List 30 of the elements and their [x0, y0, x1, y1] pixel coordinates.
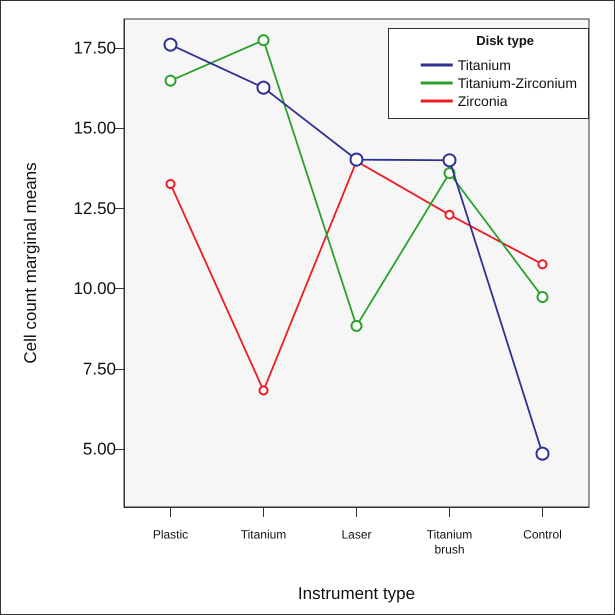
legend-title: Disk type	[476, 33, 534, 48]
y-tick-label: 7.50	[82, 359, 116, 378]
point	[442, 153, 456, 168]
x-tick-label: Titanium	[240, 528, 286, 542]
point	[258, 385, 268, 396]
legend-label: Zirconia	[458, 93, 508, 109]
y-tick-label: 15.00	[73, 118, 116, 138]
legend-label: Titanium-Zirconium	[458, 75, 577, 91]
point	[350, 320, 362, 332]
point	[256, 80, 270, 95]
point	[164, 38, 178, 52]
y-tick-label: 17.50	[73, 38, 116, 58]
point	[444, 210, 454, 220]
point	[164, 74, 176, 87]
point	[258, 34, 270, 46]
x-tick-label: Plastic	[152, 528, 188, 542]
y-tick-label: 10.00	[73, 279, 116, 298]
legend-label: Titanium	[458, 57, 511, 73]
point	[536, 291, 548, 304]
y-tick-label: 12.50	[73, 198, 116, 218]
point	[538, 259, 548, 270]
y-tick-label: 5.00	[82, 440, 116, 459]
point	[166, 179, 176, 190]
point	[350, 152, 364, 167]
x-axis-title: Instrument type	[298, 584, 416, 603]
point	[536, 446, 550, 461]
x-tick-label: Laser	[341, 528, 372, 542]
x-tick-label: Titanium brush	[426, 528, 472, 556]
x-tick-label: Control	[523, 528, 562, 542]
y-axis-title: Cell count marginal means	[21, 162, 40, 364]
